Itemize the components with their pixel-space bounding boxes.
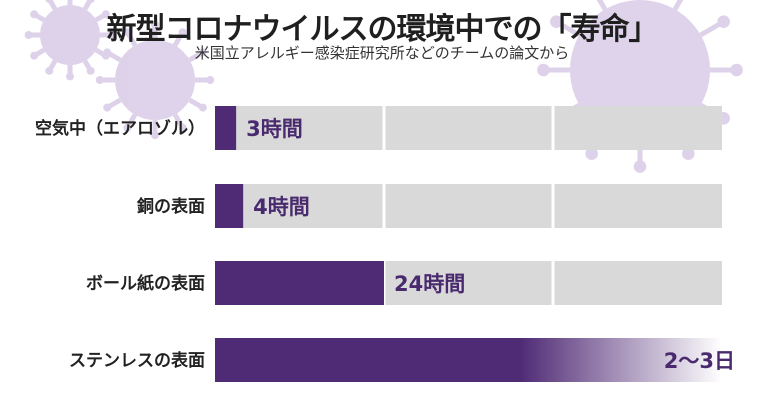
category-label: ボール紙の表面 <box>86 273 205 294</box>
bar <box>215 261 384 305</box>
bar <box>215 338 722 382</box>
bar-track <box>215 106 722 150</box>
grid-line <box>551 261 555 305</box>
chart-title: 新型コロナウイルスの環境中での「寿命」 <box>106 12 659 47</box>
value-label: 2〜3日 <box>664 349 735 373</box>
value-label: 3時間 <box>246 117 303 141</box>
bar <box>215 106 237 150</box>
value-label: 4時間 <box>253 195 310 219</box>
bar <box>215 184 244 228</box>
category-label: 銅の表面 <box>137 196 205 217</box>
grid-line <box>382 106 386 150</box>
bar-track <box>215 184 722 228</box>
grid-line <box>382 184 386 228</box>
grid-line <box>551 106 555 150</box>
chart-subtitle: 米国立アレルギー感染症研究所などのチームの論文から <box>194 44 570 62</box>
value-label: 24時間 <box>394 272 465 296</box>
category-label: ステンレスの表面 <box>69 350 205 371</box>
category-label: 空気中（エアロゾル） <box>35 118 205 139</box>
grid-line <box>551 184 555 228</box>
